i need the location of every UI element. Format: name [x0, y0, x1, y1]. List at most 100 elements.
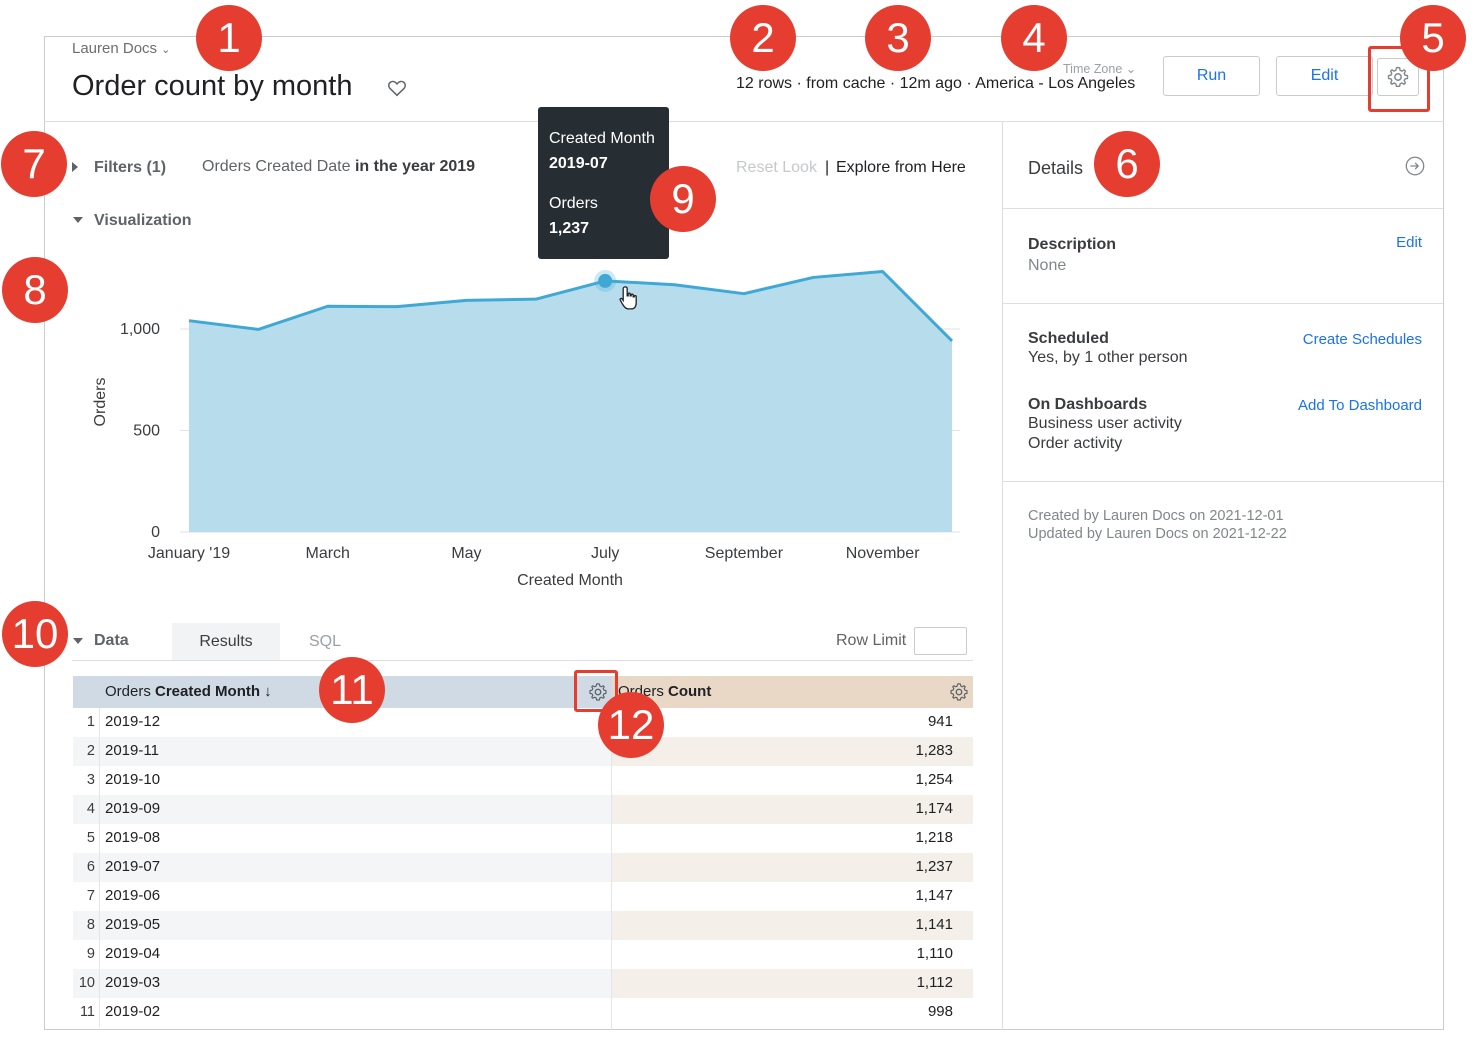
column-view-name: Orders	[105, 683, 151, 700]
page-title: Order count by month	[72, 70, 353, 102]
tab-sql[interactable]: SQL	[308, 633, 341, 650]
add-to-dashboard-link[interactable]: Add To Dashboard	[1298, 397, 1422, 414]
dashboard-link[interactable]: Order activity	[1028, 435, 1123, 452]
gear-icon[interactable]	[587, 681, 609, 703]
chevron-down-icon: ⌄	[1125, 62, 1137, 76]
details-divider	[1003, 208, 1443, 209]
table-cell-month: 11 2019-02	[73, 998, 612, 1027]
x-tick-label: March	[306, 545, 350, 562]
callout-badge: 12	[598, 692, 664, 758]
caret-down-icon[interactable]	[73, 217, 83, 223]
column-header-orders-count[interactable]	[612, 676, 973, 708]
row-number-divider	[99, 708, 100, 737]
scheduled-label: Scheduled	[1028, 330, 1109, 347]
table-row[interactable]: 7 2019-06 1,147	[73, 882, 973, 911]
caret-down-icon[interactable]	[73, 638, 83, 644]
cursor-hand-icon	[619, 286, 637, 310]
column-field-name: Count	[668, 683, 712, 700]
callout-badge: 6	[1094, 131, 1160, 197]
table-cell-month: 2 2019-11	[73, 737, 612, 766]
created-month-value: 2019-06	[105, 887, 161, 904]
table-row[interactable]: 2 2019-11 1,283	[73, 737, 973, 766]
filters-toggle[interactable]: Filters (1)	[94, 159, 167, 176]
table-cell-count: 1,147	[612, 882, 973, 911]
caret-right-icon[interactable]	[72, 162, 78, 172]
table-row[interactable]: 10 2019-03 1,112	[73, 969, 973, 998]
callout-badge: 3	[865, 5, 931, 71]
details-title: Details	[1028, 158, 1084, 178]
run-button[interactable]: Run	[1163, 56, 1260, 96]
row-number: 9	[86, 946, 95, 962]
chart-tooltip: Created Month 2019-07 Orders 1,237	[538, 107, 669, 259]
expand-panel-icon[interactable]	[1404, 155, 1426, 177]
tab-results[interactable]: Results	[172, 623, 280, 660]
row-number: 6	[86, 859, 95, 875]
table-cell-count: 1,254	[612, 766, 973, 795]
table-row[interactable]: 9 2019-04 1,110	[73, 940, 973, 969]
row-limit-input[interactable]	[914, 627, 967, 655]
details-panel-divider	[1002, 121, 1003, 1030]
filter-summary: Orders Created Date in the year 2019	[202, 158, 475, 176]
table-row[interactable]: 3 2019-10 1,254	[73, 766, 973, 795]
row-number-divider	[99, 911, 100, 940]
gear-icon	[1387, 66, 1409, 87]
table-row[interactable]: 8 2019-05 1,141	[73, 911, 973, 940]
create-schedules-link[interactable]: Create Schedules	[1302, 331, 1422, 348]
column-header-label: Orders Created Month ↓	[105, 683, 272, 700]
row-number-divider	[99, 766, 100, 795]
table-cell-count: 1,110	[612, 940, 973, 969]
orders-count-value: 1,141	[915, 916, 953, 933]
orders-count-value: 1,147	[915, 887, 953, 904]
column-field-name: Created Month ↓	[155, 683, 272, 700]
table-cell-month: 9 2019-04	[73, 940, 612, 969]
orders-count-value: 1,237	[915, 858, 953, 875]
dashboard-link[interactable]: Business user activity	[1028, 415, 1182, 432]
tooltip-label-orders: Orders	[549, 195, 598, 212]
row-number-divider	[99, 853, 100, 882]
look-actions-button[interactable]	[1377, 58, 1419, 96]
heart-icon[interactable]	[386, 77, 408, 99]
table-cell-count: 941	[612, 708, 973, 737]
created-month-value: 2019-02	[105, 1003, 161, 1020]
table-row[interactable]: 1 2019-12 941	[73, 708, 973, 737]
description-value: None	[1028, 257, 1067, 274]
row-limit-label: Row Limit	[836, 632, 907, 649]
x-tick-label: May	[451, 545, 481, 562]
highlighted-point	[598, 273, 613, 288]
created-month-value: 2019-08	[105, 829, 161, 846]
callout-badge: 11	[319, 657, 385, 723]
table-row[interactable]: 11 2019-02 998	[73, 998, 973, 1027]
created-by: Created by Lauren Docs on 2021-12-01	[1028, 508, 1284, 524]
x-tick-label: January '19	[148, 545, 230, 562]
column-divider	[611, 708, 612, 1030]
table-row[interactable]: 6 2019-07 1,237	[73, 853, 973, 882]
scheduled-value: Yes, by 1 other person	[1028, 349, 1188, 366]
table-cell-count: 998	[612, 998, 973, 1027]
visualization-toggle[interactable]: Visualization	[94, 212, 192, 229]
gear-icon[interactable]	[948, 681, 970, 703]
row-number-divider	[99, 882, 100, 911]
timezone-selector[interactable]: Time Zone ⌄	[1063, 61, 1136, 76]
explore-from-here-link[interactable]: Explore from Here	[836, 159, 966, 176]
table-cell-month: 5 2019-08	[73, 824, 612, 853]
edit-button[interactable]: Edit	[1276, 56, 1373, 96]
callout-badge: 5	[1400, 5, 1466, 71]
owner-menu[interactable]: Lauren Docs ⌄	[72, 40, 170, 57]
updated-by: Updated by Lauren Docs on 2021-12-22	[1028, 526, 1287, 542]
y-tick-label: 0	[151, 524, 160, 541]
edit-description-link[interactable]: Edit	[1396, 234, 1422, 251]
data-toggle[interactable]: Data	[94, 632, 129, 649]
row-number-divider	[99, 795, 100, 824]
column-gear-highlight-box	[574, 670, 618, 712]
created-month-value: 2019-07	[105, 858, 161, 875]
reset-look-link[interactable]: Reset Look	[736, 159, 817, 176]
table-row[interactable]: 4 2019-09 1,174	[73, 795, 973, 824]
x-tick-label: July	[591, 545, 619, 562]
query-metadata: 12 rows · from cache · 12m ago · America…	[736, 75, 1136, 92]
data-tabs-divider	[72, 660, 973, 661]
row-number-divider	[99, 940, 100, 969]
tooltip-label-month: Created Month	[549, 130, 655, 147]
table-row[interactable]: 5 2019-08 1,218	[73, 824, 973, 853]
details-divider	[1003, 303, 1443, 304]
gear-highlight-box	[1368, 46, 1430, 112]
